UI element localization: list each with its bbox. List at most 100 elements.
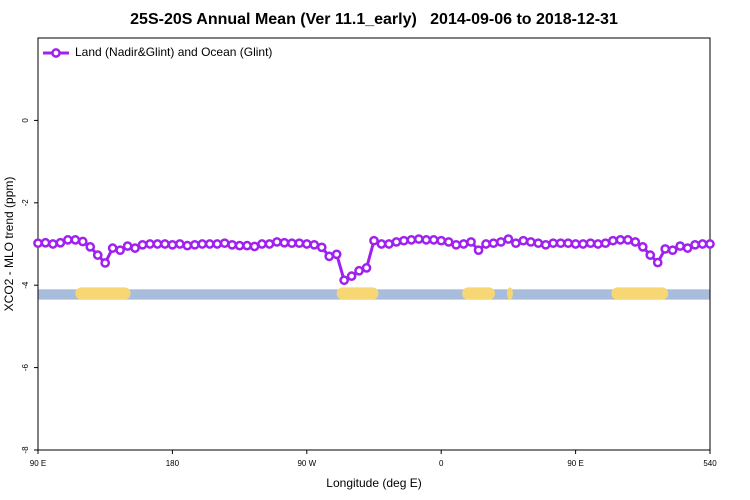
data-point (496, 237, 506, 247)
data-point (570, 239, 581, 249)
data-point (257, 239, 267, 249)
data-point (272, 237, 282, 247)
data-point (428, 235, 439, 245)
land-band (462, 287, 495, 300)
data-point (301, 239, 312, 249)
data-point (667, 245, 678, 256)
data-point (503, 234, 514, 244)
data-point (585, 238, 596, 249)
data-point (279, 237, 290, 248)
data-point (406, 235, 417, 245)
data-point (219, 238, 230, 249)
data-point (690, 239, 700, 250)
y-tick-label: -6 (21, 363, 30, 371)
data-point (615, 235, 626, 245)
data-point (167, 239, 178, 250)
data-point (436, 235, 447, 246)
y-tick-label: -2 (21, 199, 30, 207)
data-point (451, 239, 461, 250)
data-point (197, 239, 208, 249)
data-point (33, 238, 43, 249)
data-point (130, 243, 140, 253)
land-band (75, 287, 131, 300)
data-point (339, 275, 349, 286)
data-point (189, 239, 200, 250)
x-axis-label: Longitude (deg E) (326, 476, 421, 490)
x-tick-label: 540 (703, 459, 717, 468)
x-tick-label: 90 W (297, 459, 316, 468)
data-point (421, 235, 432, 245)
data-point (488, 238, 499, 249)
data-point (107, 243, 118, 253)
data-point (593, 239, 603, 249)
land-band (611, 287, 669, 300)
data-point (40, 237, 51, 248)
data-point (55, 237, 66, 248)
data-point (175, 239, 185, 249)
data-point (227, 239, 237, 250)
data-point (525, 237, 536, 247)
data-point (234, 240, 245, 251)
data-point (675, 241, 685, 251)
y-tick-label: -4 (21, 281, 30, 289)
x-tick-label: 180 (166, 459, 180, 468)
x-tick-label: 0 (439, 459, 444, 468)
land-band (506, 287, 513, 300)
data-point (63, 235, 73, 245)
data-point (533, 238, 544, 249)
data-point (70, 235, 81, 245)
data-point (212, 239, 223, 249)
data-point (473, 245, 484, 256)
data-point (294, 238, 305, 249)
data-point (264, 239, 275, 249)
data-point (481, 239, 491, 249)
data-point (608, 235, 618, 246)
data-point (100, 258, 111, 268)
data-point (204, 239, 215, 249)
data-point (376, 239, 387, 249)
data-point (697, 239, 708, 249)
data-point (316, 242, 327, 253)
y-axis-label: XCO2 - MLO trend (ppm) (2, 177, 16, 312)
data-point (160, 239, 170, 249)
data-point (443, 237, 454, 247)
data-point (682, 243, 693, 253)
data-point (122, 241, 133, 251)
data-point (466, 237, 476, 247)
data-point (540, 239, 551, 250)
data-point (555, 238, 566, 249)
data-point (413, 234, 424, 244)
data-point (578, 239, 588, 249)
data-point (623, 235, 633, 245)
data-point (548, 238, 559, 249)
y-tick-label: -8 (21, 446, 30, 454)
data-point (652, 257, 663, 268)
data-point (152, 239, 163, 249)
data-point (705, 239, 715, 249)
data-point (309, 239, 320, 250)
legend-label: Land (Nadir&Glint) and Ocean (Glint) (75, 45, 272, 59)
data-point (645, 250, 656, 260)
data-point (85, 242, 96, 252)
y-tick-label: 0 (21, 118, 30, 123)
data-point (137, 239, 148, 250)
data-point (182, 240, 193, 251)
data-point (287, 238, 297, 249)
data-point (324, 251, 335, 262)
data-point (660, 244, 671, 254)
data-point (600, 238, 611, 249)
data-point (242, 240, 252, 251)
data-point (637, 242, 648, 252)
x-tick-label: 90 E (567, 459, 583, 468)
data-point (346, 271, 357, 281)
data-point (518, 235, 529, 246)
data-point (369, 235, 379, 246)
data-point (458, 239, 469, 249)
data-point (384, 239, 394, 249)
data-point (77, 236, 88, 247)
data-point (391, 237, 402, 247)
x-tick-label: 90 E (30, 459, 46, 468)
data-point (399, 235, 409, 246)
data-point (249, 241, 260, 252)
